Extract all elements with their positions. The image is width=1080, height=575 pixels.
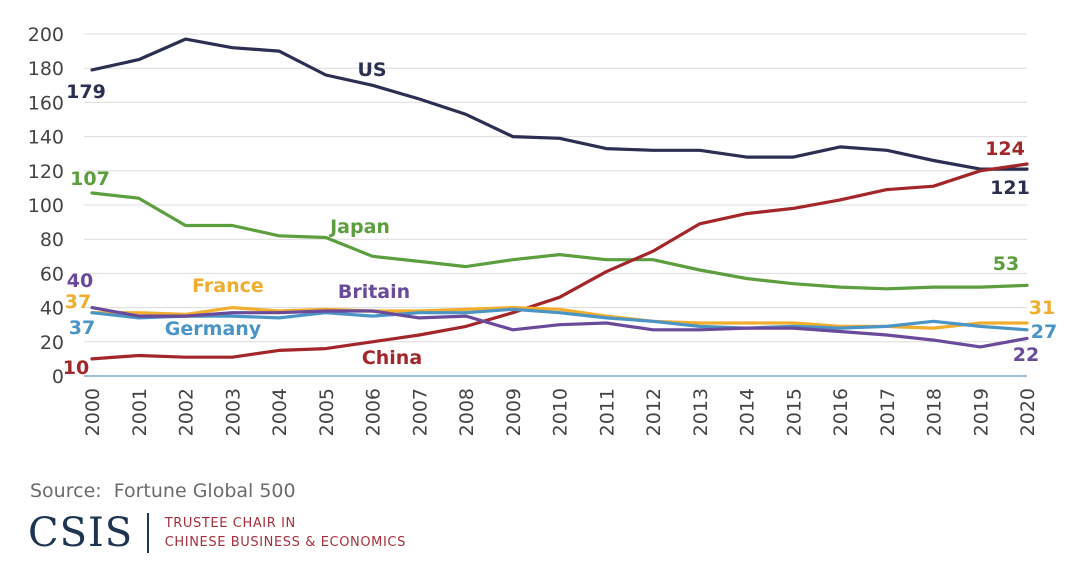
logo-line-1: TRUSTEE CHAIR IN — [164, 516, 296, 531]
source-note: Source: Fortune Global 500 — [30, 480, 296, 502]
y-tick-label: 200 — [28, 24, 64, 46]
x-tick-label: 2002 — [176, 388, 198, 436]
end-value-china: 124 — [985, 138, 1025, 160]
start-value-us: 179 — [66, 81, 106, 103]
y-tick-label: 80 — [40, 229, 64, 251]
y-tick-label: 140 — [28, 127, 64, 149]
end-value-japan: 53 — [993, 253, 1019, 275]
x-tick-label: 2000 — [82, 388, 104, 436]
x-tick-label: 2011 — [596, 388, 618, 436]
start-value-japan: 107 — [70, 168, 110, 190]
series-line-japan — [90, 191, 1029, 291]
x-tick-label: 2004 — [269, 388, 291, 436]
end-value-us: 121 — [990, 177, 1030, 199]
x-tick-label: 2013 — [690, 388, 712, 436]
y-tick-label: 20 — [40, 332, 64, 354]
csis-logo: CSIS TRUSTEE CHAIR IN CHINESE BUSINESS &… — [28, 509, 406, 557]
series-lines — [90, 37, 1029, 361]
x-axis-ticks: 2000 2001 2002 2003 2004 2005 2006 2007 2008 2009… — [82, 388, 1039, 436]
logo-chair-title: TRUSTEE CHAIR IN CHINESE BUSINESS & ECON… — [165, 514, 406, 552]
start-value-britain: 40 — [67, 270, 93, 292]
x-tick-label: 2008 — [456, 388, 478, 436]
x-tick-label: 2012 — [643, 388, 665, 436]
series-labels: US 179 121 Japan 107 53 China 10 124 France 37 31 Ge… — [63, 59, 1057, 379]
series-name-us: US — [357, 59, 386, 81]
x-tick-label: 2015 — [783, 388, 805, 436]
logo-line-2: CHINESE BUSINESS & ECONOMICS — [164, 535, 406, 550]
x-tick-label: 2019 — [970, 388, 992, 436]
end-value-germany: 27 — [1031, 321, 1057, 343]
x-tick-label: 2017 — [877, 388, 899, 436]
start-value-germany: 37 — [69, 317, 95, 339]
end-value-france: 31 — [1029, 297, 1055, 319]
y-tick-label: 60 — [40, 263, 64, 285]
series-name-germany: Germany — [165, 318, 262, 340]
series-line-germany — [90, 307, 1029, 332]
x-tick-label: 2007 — [409, 388, 431, 436]
series-name-britain: Britain — [338, 281, 410, 303]
logo-divider — [147, 513, 149, 553]
y-tick-label: 100 — [28, 195, 64, 217]
x-tick-label: 2003 — [222, 388, 244, 436]
y-tick-label: 160 — [28, 92, 64, 114]
y-tick-label: 180 — [28, 58, 64, 80]
start-value-china: 10 — [63, 357, 89, 379]
y-axis-ticks: 0 20 40 60 80 100 120 140 160 180 200 — [28, 24, 64, 388]
series-name-china: China — [362, 347, 422, 369]
series-name-japan: Japan — [328, 216, 390, 238]
x-tick-label: 2018 — [924, 388, 946, 436]
end-value-britain: 22 — [1013, 344, 1039, 366]
logo-wordmark: CSIS — [28, 510, 134, 556]
x-tick-label: 2006 — [363, 388, 385, 436]
y-tick-label: 120 — [28, 161, 64, 183]
x-tick-label: 2014 — [737, 388, 759, 436]
x-tick-label: 2005 — [316, 388, 338, 436]
x-tick-label: 2009 — [503, 388, 525, 436]
series-line-britain — [90, 306, 1029, 349]
series-line-china — [90, 162, 1029, 361]
x-tick-label: 2020 — [1017, 388, 1039, 436]
y-tick-label: 0 — [52, 366, 64, 388]
start-value-france: 37 — [65, 291, 91, 313]
x-tick-label: 2010 — [550, 388, 572, 436]
x-tick-label: 2016 — [830, 388, 852, 436]
x-tick-label: 2001 — [129, 388, 151, 436]
y-tick-label: 40 — [40, 298, 64, 320]
series-line-us — [90, 37, 1029, 171]
series-name-france: France — [192, 275, 264, 297]
